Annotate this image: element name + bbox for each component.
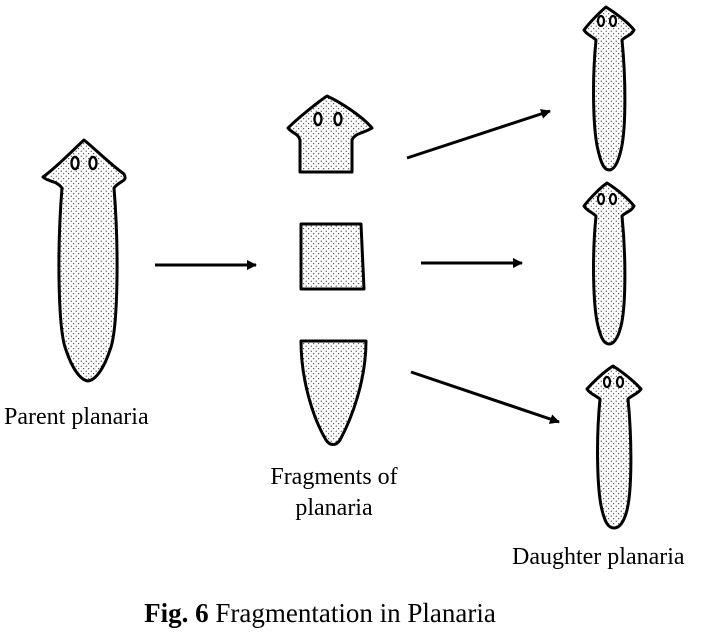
fragment-head <box>286 94 374 174</box>
daughter-planaria-top <box>582 5 636 172</box>
daughter-bottom-eye-left <box>602 375 612 389</box>
fragment-middle <box>299 222 366 291</box>
figure-caption: Fig. 6 Fragmentation in Planaria <box>0 598 640 629</box>
daughter-planaria-label: Daughter planaria <box>512 544 685 570</box>
figure-number: Fig. 6 <box>144 598 209 628</box>
fragments-label-line2: planaria <box>295 495 373 521</box>
parent-eye-right <box>88 155 98 171</box>
fragments-label-line1: Fragments of <box>270 464 398 490</box>
daughter-middle-eye-left <box>596 192 606 206</box>
fragment-eye-right <box>333 111 343 127</box>
figure-title: Fragmentation in Planaria <box>215 598 496 628</box>
daughter-planaria-bottom <box>585 364 643 530</box>
parent-planaria-label: Parent planaria <box>4 404 149 430</box>
parent-planaria <box>41 138 127 383</box>
parent-eye-left <box>70 155 80 171</box>
daughter-middle-eye-right <box>608 192 618 206</box>
fragment-tail <box>299 339 368 446</box>
arrow-tail-to-daughter <box>410 370 560 424</box>
daughter-top-eye-right <box>608 14 618 28</box>
fragment-eye-left <box>313 111 323 127</box>
daughter-bottom-eye-right <box>615 375 625 389</box>
fragments-label: Fragments of planaria <box>256 462 412 524</box>
arrow-head-to-daughter <box>406 109 551 160</box>
daughter-top-eye-left <box>596 14 606 28</box>
daughter-planaria-middle <box>582 181 636 346</box>
